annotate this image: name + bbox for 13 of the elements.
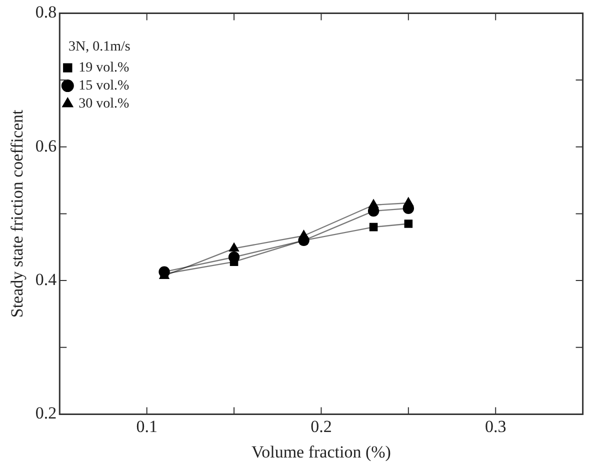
y-tick-label: 0.2 bbox=[35, 404, 57, 423]
x-tick-label: 0.1 bbox=[136, 416, 158, 436]
x-axis-title: Volume fraction (%) bbox=[252, 442, 391, 462]
legend-label: 19 vol.% bbox=[78, 60, 130, 76]
legend-label: 30 vol.% bbox=[78, 96, 130, 112]
y-tick-label: 0.6 bbox=[35, 136, 57, 156]
y-axis-title: Steady state friction coefficent bbox=[8, 110, 27, 318]
legend-title: 3N, 0.1m/s bbox=[68, 40, 130, 55]
y-tick-label: 0.4 bbox=[35, 270, 58, 289]
legend-label: 15 vol.% bbox=[78, 78, 130, 94]
x-tick-label: 0.3 bbox=[484, 416, 506, 436]
y-tick-label: 0.8 bbox=[35, 2, 57, 22]
x-tick-label: 0.2 bbox=[310, 416, 332, 436]
